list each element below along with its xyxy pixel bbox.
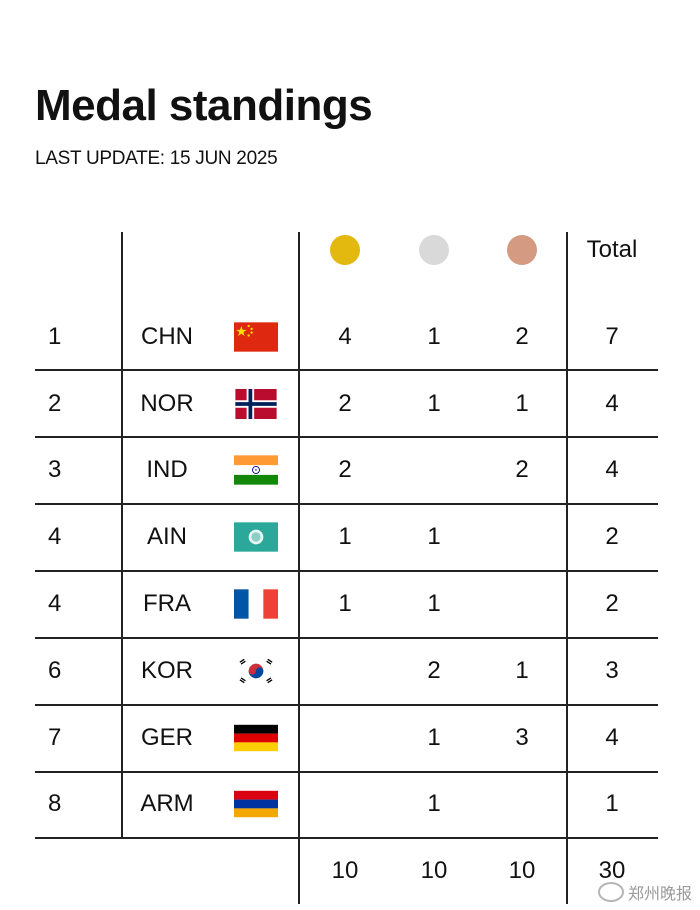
silver-count: 2 [427,657,441,684]
gold-count: 4 [338,323,352,350]
gold-count: 1 [338,590,352,617]
bronze-count: 2 [515,456,529,483]
rank-cell: 6 [48,657,62,684]
country-code: CHN [141,323,193,350]
grand-total: 30 [598,857,626,884]
norway-flag-icon [234,389,278,419]
france-flag-icon [234,589,278,619]
bronze-medal-icon [507,235,537,265]
watermark-text: 郑州晚报 [627,886,692,903]
row-divider [35,771,658,773]
rank-cell: 3 [48,456,62,483]
rank-cell: 2 [48,390,62,417]
column-divider-rank [121,232,123,838]
row-divider [35,837,658,839]
column-divider-total [566,232,568,904]
silver-count: 1 [427,523,441,550]
bronze-count: 3 [515,724,529,751]
row-divider [35,704,658,706]
country-code: FRA [143,590,191,617]
gold-count: 2 [338,456,352,483]
country-code: NOR [140,390,194,417]
country-code: AIN [146,523,188,550]
silver-count: 1 [427,790,441,817]
country-code: GER [140,724,194,751]
weibo-icon [597,882,624,902]
total-count: 4 [605,456,619,483]
bronze-total: 10 [508,857,536,884]
china-flag-icon [234,322,278,352]
total-count: 1 [605,790,619,817]
rank-cell: 4 [48,590,62,617]
total-count: 3 [605,657,619,684]
row-divider [35,436,658,438]
silver-count: 1 [427,390,441,417]
total-column-header: Total [586,236,638,263]
gold-count: 1 [338,523,352,550]
total-count: 2 [605,590,619,617]
last-update-text: LAST UPDATE: 15 JUN 2025 [35,148,278,169]
germany-flag-icon [234,723,278,753]
india-flag-icon [234,455,278,485]
rank-cell: 4 [48,523,62,550]
silver-count: 1 [427,323,441,350]
gold-total: 10 [331,857,359,884]
gold-medal-icon [330,235,360,265]
rank-cell: 1 [48,323,62,350]
armenia-flag-icon [234,789,278,819]
ain-flag-icon [234,522,278,552]
silver-medal-icon [419,235,449,265]
total-count: 4 [605,390,619,417]
row-divider [35,369,658,371]
country-code: IND [146,456,188,483]
watermark: 郑州晚报 [597,880,692,904]
bronze-count: 2 [515,323,529,350]
korea-flag-icon [234,656,278,686]
rank-cell: 8 [48,790,62,817]
gold-count: 2 [338,390,352,417]
row-divider [35,637,658,639]
country-code: ARM [140,790,194,817]
bronze-count: 1 [515,390,529,417]
row-divider [35,570,658,572]
silver-count: 1 [427,590,441,617]
column-divider-country [298,232,300,904]
silver-total: 10 [420,857,448,884]
country-code: KOR [140,657,194,684]
rank-cell: 7 [48,724,62,751]
silver-count: 1 [427,724,441,751]
row-divider [35,503,658,505]
bronze-count: 1 [515,657,529,684]
total-count: 7 [605,323,619,350]
page-title: Medal standings [35,81,373,130]
total-count: 2 [605,523,619,550]
total-count: 4 [605,724,619,751]
